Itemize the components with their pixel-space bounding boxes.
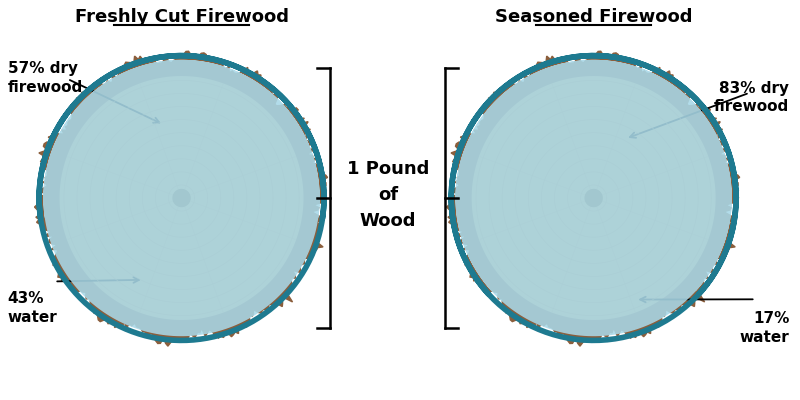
Polygon shape xyxy=(472,77,715,319)
Polygon shape xyxy=(34,51,327,346)
Polygon shape xyxy=(446,51,740,346)
Polygon shape xyxy=(173,190,190,206)
Text: 57% dry
firewood: 57% dry firewood xyxy=(8,61,83,94)
Polygon shape xyxy=(60,77,302,319)
Polygon shape xyxy=(585,190,602,206)
Polygon shape xyxy=(455,60,732,336)
Text: 1 Pound
of
Wood: 1 Pound of Wood xyxy=(347,160,430,230)
Text: Seasoned Firewood: Seasoned Firewood xyxy=(495,8,692,26)
Text: 43%
water: 43% water xyxy=(8,291,58,325)
Text: 83% dry
firewood: 83% dry firewood xyxy=(714,81,790,114)
Text: 17%
water: 17% water xyxy=(739,311,790,345)
Polygon shape xyxy=(43,60,320,336)
Text: Freshly Cut Firewood: Freshly Cut Firewood xyxy=(74,8,289,26)
